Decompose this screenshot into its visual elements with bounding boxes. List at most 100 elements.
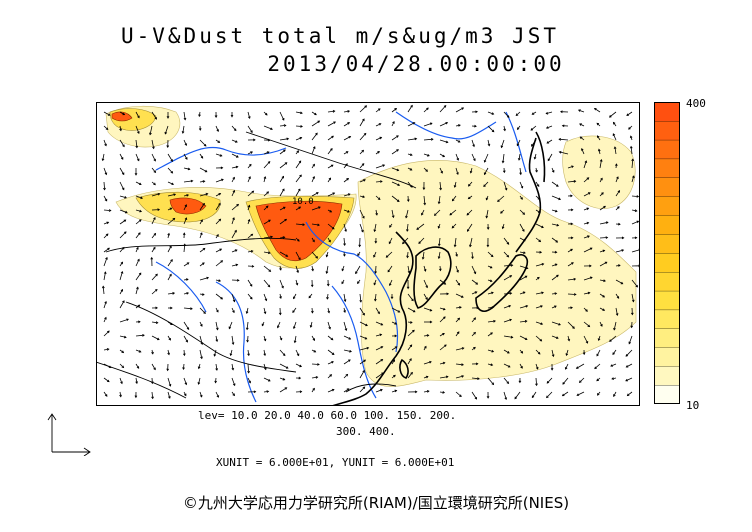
wind-vector-head	[625, 354, 629, 357]
wind-vector	[423, 138, 433, 141]
wind-vector-head	[310, 310, 314, 314]
wind-vector-head	[166, 368, 170, 372]
wind-vector-head	[558, 150, 562, 154]
wind-vector-head	[328, 326, 331, 330]
wind-vector	[199, 248, 206, 253]
wind-vector	[277, 321, 281, 328]
wind-vector	[310, 321, 313, 328]
wind-vector-head	[423, 202, 427, 206]
wind-vector-head	[342, 254, 346, 257]
wind-vector-head	[456, 331, 460, 334]
wind-vector-head	[429, 320, 433, 324]
wind-vector	[279, 188, 285, 197]
wind-vector-head	[551, 170, 555, 173]
wind-vector-head	[634, 236, 638, 240]
wind-vector-head	[425, 285, 428, 289]
wind-vector	[581, 148, 585, 155]
wind-vector	[311, 223, 320, 226]
wind-vector-head	[516, 127, 520, 131]
wind-vector	[263, 251, 271, 254]
wind-vector	[391, 209, 394, 218]
wind-vector	[230, 349, 233, 356]
wind-vector-head	[377, 151, 380, 154]
wind-vector-head	[279, 296, 282, 299]
wind-vector-head	[535, 169, 538, 173]
wind-vector	[247, 205, 250, 211]
wind-vector-head	[459, 394, 462, 397]
color-scale-frame	[654, 102, 680, 404]
wind-vector-head	[546, 141, 550, 144]
wind-vector	[135, 232, 141, 239]
wind-vector	[182, 125, 185, 134]
wind-vector-head	[183, 393, 187, 397]
wind-vector-head	[284, 387, 288, 390]
wind-vector-head	[394, 108, 397, 111]
wind-vector	[406, 223, 409, 232]
wind-vector-head	[397, 183, 401, 186]
wind-vector-head	[575, 366, 579, 369]
wind-vector	[631, 209, 637, 212]
wind-vector-head	[214, 380, 218, 384]
wind-vector-head	[541, 291, 544, 295]
wind-vector-head	[312, 338, 316, 341]
wind-vector-head	[202, 202, 205, 206]
wind-vector	[215, 179, 224, 183]
wind-vector-head	[119, 128, 122, 132]
wind-vector-head	[631, 299, 635, 303]
wind-vector	[327, 349, 335, 355]
wind-vector	[135, 111, 140, 118]
wind-vector	[599, 250, 605, 253]
wind-vector-head	[612, 121, 616, 125]
color-scale-cell	[654, 366, 680, 386]
wind-vector	[375, 359, 383, 365]
wind-vector-head	[157, 208, 161, 212]
wind-vector-head	[547, 158, 551, 162]
wind-vector-head	[247, 116, 251, 119]
wind-vector-head	[451, 198, 455, 202]
wind-vector-head	[263, 311, 267, 315]
wind-vector	[503, 391, 507, 400]
wind-vector-head	[219, 248, 223, 252]
wind-vector-head	[232, 176, 235, 180]
wind-vector	[135, 287, 139, 295]
wind-vector	[391, 195, 400, 202]
wind-vector	[215, 321, 218, 330]
wind-vector	[471, 332, 476, 337]
wind-vector-head	[617, 206, 620, 209]
wind-vector	[519, 237, 526, 242]
wind-vector	[263, 205, 269, 211]
wind-vector-head	[361, 163, 365, 166]
wind-vector-head	[418, 241, 421, 244]
wind-vector	[551, 181, 559, 187]
wind-vector-head	[473, 271, 477, 275]
wind-vector-head	[326, 283, 330, 287]
wind-vector	[503, 125, 506, 131]
wind-vector	[199, 349, 203, 359]
wind-vector	[599, 237, 608, 239]
dust-map: 10.0	[96, 102, 640, 406]
wind-vector-head	[620, 281, 624, 285]
wind-vector-head	[167, 352, 170, 356]
wind-vector-head	[612, 352, 615, 356]
wind-vector	[565, 363, 569, 370]
wind-vector-head	[380, 359, 384, 362]
wind-vector	[279, 149, 286, 155]
wind-vector-head	[108, 209, 112, 212]
wind-vector-head	[506, 242, 510, 245]
wind-vector	[183, 153, 188, 160]
wind-vector	[551, 321, 561, 326]
wind-vector-head	[562, 382, 565, 385]
wind-vector	[103, 233, 109, 239]
wind-vector-head	[253, 138, 256, 142]
wind-vector-head	[355, 271, 358, 275]
wind-vector	[311, 192, 319, 197]
wind-vector-head	[107, 113, 111, 116]
wind-vector	[583, 292, 590, 295]
wind-vector-head	[414, 137, 418, 141]
wind-vector	[167, 218, 175, 225]
wind-vector	[263, 307, 266, 314]
wind-vector-head	[556, 336, 559, 339]
wind-vector	[599, 293, 605, 298]
color-scale-bar	[654, 102, 680, 404]
wind-vector	[487, 306, 494, 309]
